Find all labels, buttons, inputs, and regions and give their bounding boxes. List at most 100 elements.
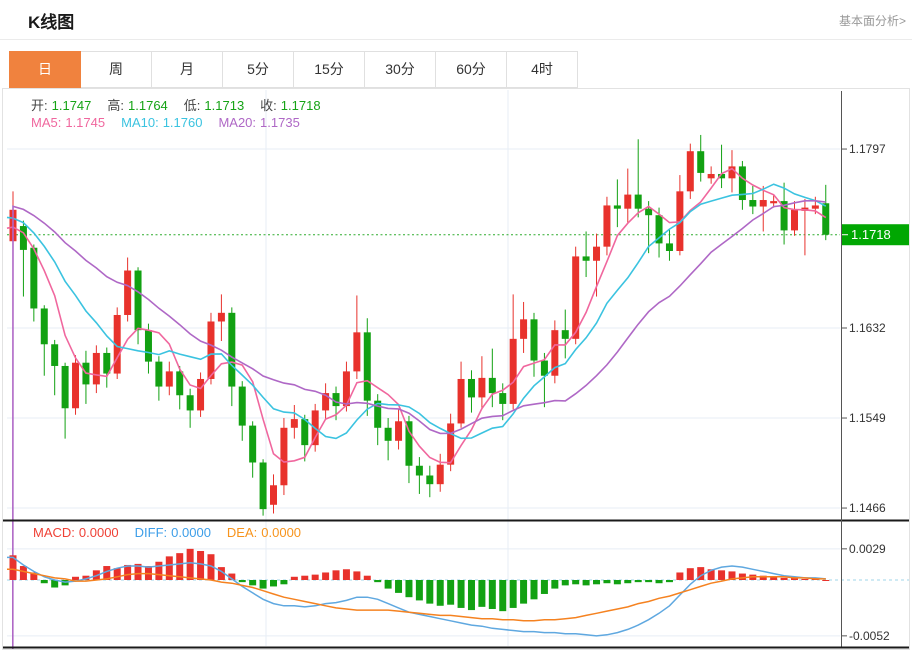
macd-bar: [322, 572, 330, 580]
candle-body: [718, 173, 726, 179]
candle-body: [415, 465, 423, 476]
candle-body: [738, 166, 746, 201]
legend-value: 1.1745: [65, 115, 106, 130]
tab-30min[interactable]: 30分: [365, 51, 436, 88]
macd-bar: [165, 556, 173, 580]
macd-bar: [259, 580, 267, 589]
kline-chart-container: 1.1797 1.1632 1.1549 1.1466 0.0029 -0.0052 1.1…: [2, 88, 910, 650]
tab-5min[interactable]: 5分: [223, 51, 294, 88]
page-title: K线图: [28, 13, 75, 32]
macd-bar: [520, 580, 528, 604]
legend-label: 低:: [183, 98, 201, 113]
candle-body: [572, 256, 580, 339]
tab-month[interactable]: 月: [152, 51, 223, 88]
legend-label: MA10:: [121, 115, 159, 130]
macd-bar: [499, 580, 507, 612]
macd-bar: [238, 580, 246, 583]
macd-bar: [197, 550, 205, 580]
macd-bar: [40, 580, 48, 584]
title-divider: [0, 39, 912, 40]
candle-body: [811, 205, 819, 209]
candle-body: [363, 332, 371, 401]
candle-body: [551, 330, 559, 376]
ma10-line: [6, 183, 827, 440]
macd-bar: [332, 570, 340, 580]
macd-bar: [791, 577, 798, 580]
candle-body: [72, 362, 80, 409]
macd-bar: [228, 573, 236, 580]
macd-bar: [113, 568, 121, 580]
dea-line: [7, 568, 826, 622]
legend-label: 开:: [31, 98, 48, 113]
candle-body: [509, 338, 517, 404]
candle-body: [499, 393, 507, 404]
tab-week[interactable]: 周: [81, 51, 152, 88]
macd-bar: [478, 580, 486, 607]
legend-item: 高: 1.1764: [107, 98, 171, 113]
tab-day[interactable]: 日: [9, 51, 81, 88]
macd-bar: [613, 580, 621, 585]
macd-bar: [457, 580, 465, 608]
period-tabbar: 日周月 5分 15分 30分 60分 4时: [9, 51, 578, 88]
tab-60min[interactable]: 60分: [436, 51, 507, 88]
candle-body: [103, 352, 111, 374]
macd-bar: [72, 576, 80, 580]
macd-bar: [540, 580, 548, 594]
candle-body: [530, 319, 538, 361]
legend-value: 1.1713: [204, 98, 245, 113]
candle-body: [374, 400, 382, 428]
candle-body: [249, 425, 257, 463]
candle-body: [165, 371, 173, 387]
candle-body: [259, 462, 267, 510]
macd-bar: [707, 569, 715, 580]
candle-body: [467, 378, 475, 398]
macd-bar: [415, 580, 423, 601]
macd-bar: [384, 580, 392, 589]
candle-body: [40, 308, 48, 345]
candle-body: [301, 419, 309, 446]
macd-bar: [738, 573, 746, 580]
candle-body: [124, 270, 132, 315]
candle-body: [280, 427, 288, 486]
candle-body: [520, 319, 528, 339]
macd-bar: [374, 580, 382, 583]
legend-item: DEA: 0.0000: [227, 525, 305, 540]
candle-body: [144, 330, 152, 362]
candle-body: [176, 371, 184, 396]
kline-chart[interactable]: 1.1797 1.1632 1.1549 1.1466 0.0029 -0.0052 1.1…: [3, 89, 909, 649]
macd-bar: [603, 580, 611, 584]
macd-bar: [426, 580, 434, 604]
candle-body: [634, 194, 642, 209]
macd-bar: [103, 566, 111, 580]
legend-label: 高:: [107, 98, 125, 113]
macd-bar: [30, 572, 38, 580]
tab-4hour[interactable]: 4时: [507, 51, 578, 88]
tick-label: 0.0029: [849, 542, 886, 556]
tick-label: 1.1632: [849, 321, 886, 335]
candle-body: [395, 421, 403, 441]
ohlc-legend: 开: 1.1747 高: 1.1764 低: 1.1713 收: 1.1718: [31, 95, 337, 114]
candle-body: [207, 321, 215, 379]
macd-bar: [19, 566, 27, 580]
macd-bar: [634, 580, 642, 583]
legend-value: 1.1747: [51, 98, 92, 113]
candle-body: [478, 377, 486, 398]
legend-label: MA5:: [31, 115, 62, 130]
candle-body: [561, 330, 569, 339]
macd-bar: [124, 564, 132, 580]
fundamental-analysis-link[interactable]: 基本面分析>: [838, 14, 906, 28]
macd-bar: [447, 580, 455, 605]
candle-body: [217, 312, 225, 322]
macd-bar: [624, 580, 632, 584]
legend-label: MACD:: [33, 525, 75, 540]
legend-item: MA10: 1.1760: [121, 115, 206, 130]
macd-bar: [51, 580, 59, 588]
macd-bar: [770, 576, 778, 580]
macd-bar: [780, 577, 788, 580]
candle-body: [707, 173, 715, 179]
candle-body: [728, 166, 736, 179]
candle-body: [228, 312, 236, 387]
tab-15min[interactable]: 15分: [294, 51, 365, 88]
candle-body: [603, 205, 611, 247]
tick-label: 1.1549: [849, 411, 886, 425]
